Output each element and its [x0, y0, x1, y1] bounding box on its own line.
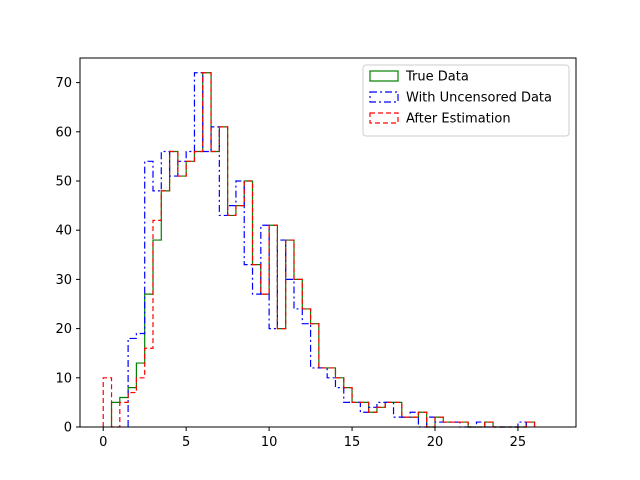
y-axis: 0 10 20 30 40 50 60 70 [55, 76, 80, 436]
histogram-series-2 [102, 72, 536, 428]
x-tick-label: 20 [427, 435, 444, 450]
y-tick-label: 0 [64, 421, 72, 436]
histogram-series-1 [127, 72, 527, 428]
legend-swatch [369, 91, 399, 103]
x-tick-label: 15 [344, 435, 361, 450]
series-layer [102, 72, 536, 428]
y-tick-label: 10 [55, 371, 72, 386]
y-tick-label: 30 [55, 273, 72, 288]
legend-swatch [369, 112, 399, 124]
x-axis: 0 5 10 15 20 25 [99, 427, 526, 450]
x-tick-label: 0 [99, 435, 107, 450]
legend: True Data With Uncensored Data After Estim… [362, 64, 570, 137]
axes-frame [79, 57, 577, 428]
y-tick-label: 20 [55, 322, 72, 337]
legend-label: With Uncensored Data [406, 91, 552, 106]
x-tick-label: 25 [510, 435, 527, 450]
y-tick-label: 40 [55, 224, 72, 239]
x-tick-label: 5 [182, 435, 190, 450]
legend-box [362, 64, 570, 137]
y-tick-label: 50 [55, 175, 72, 190]
x-tick-label: 10 [261, 435, 278, 450]
y-tick-label: 70 [55, 76, 72, 91]
legend-label: True Data [405, 70, 469, 85]
legend-swatch [369, 70, 399, 82]
legend-label: After Estimation [406, 112, 511, 127]
y-tick-label: 60 [55, 125, 72, 140]
